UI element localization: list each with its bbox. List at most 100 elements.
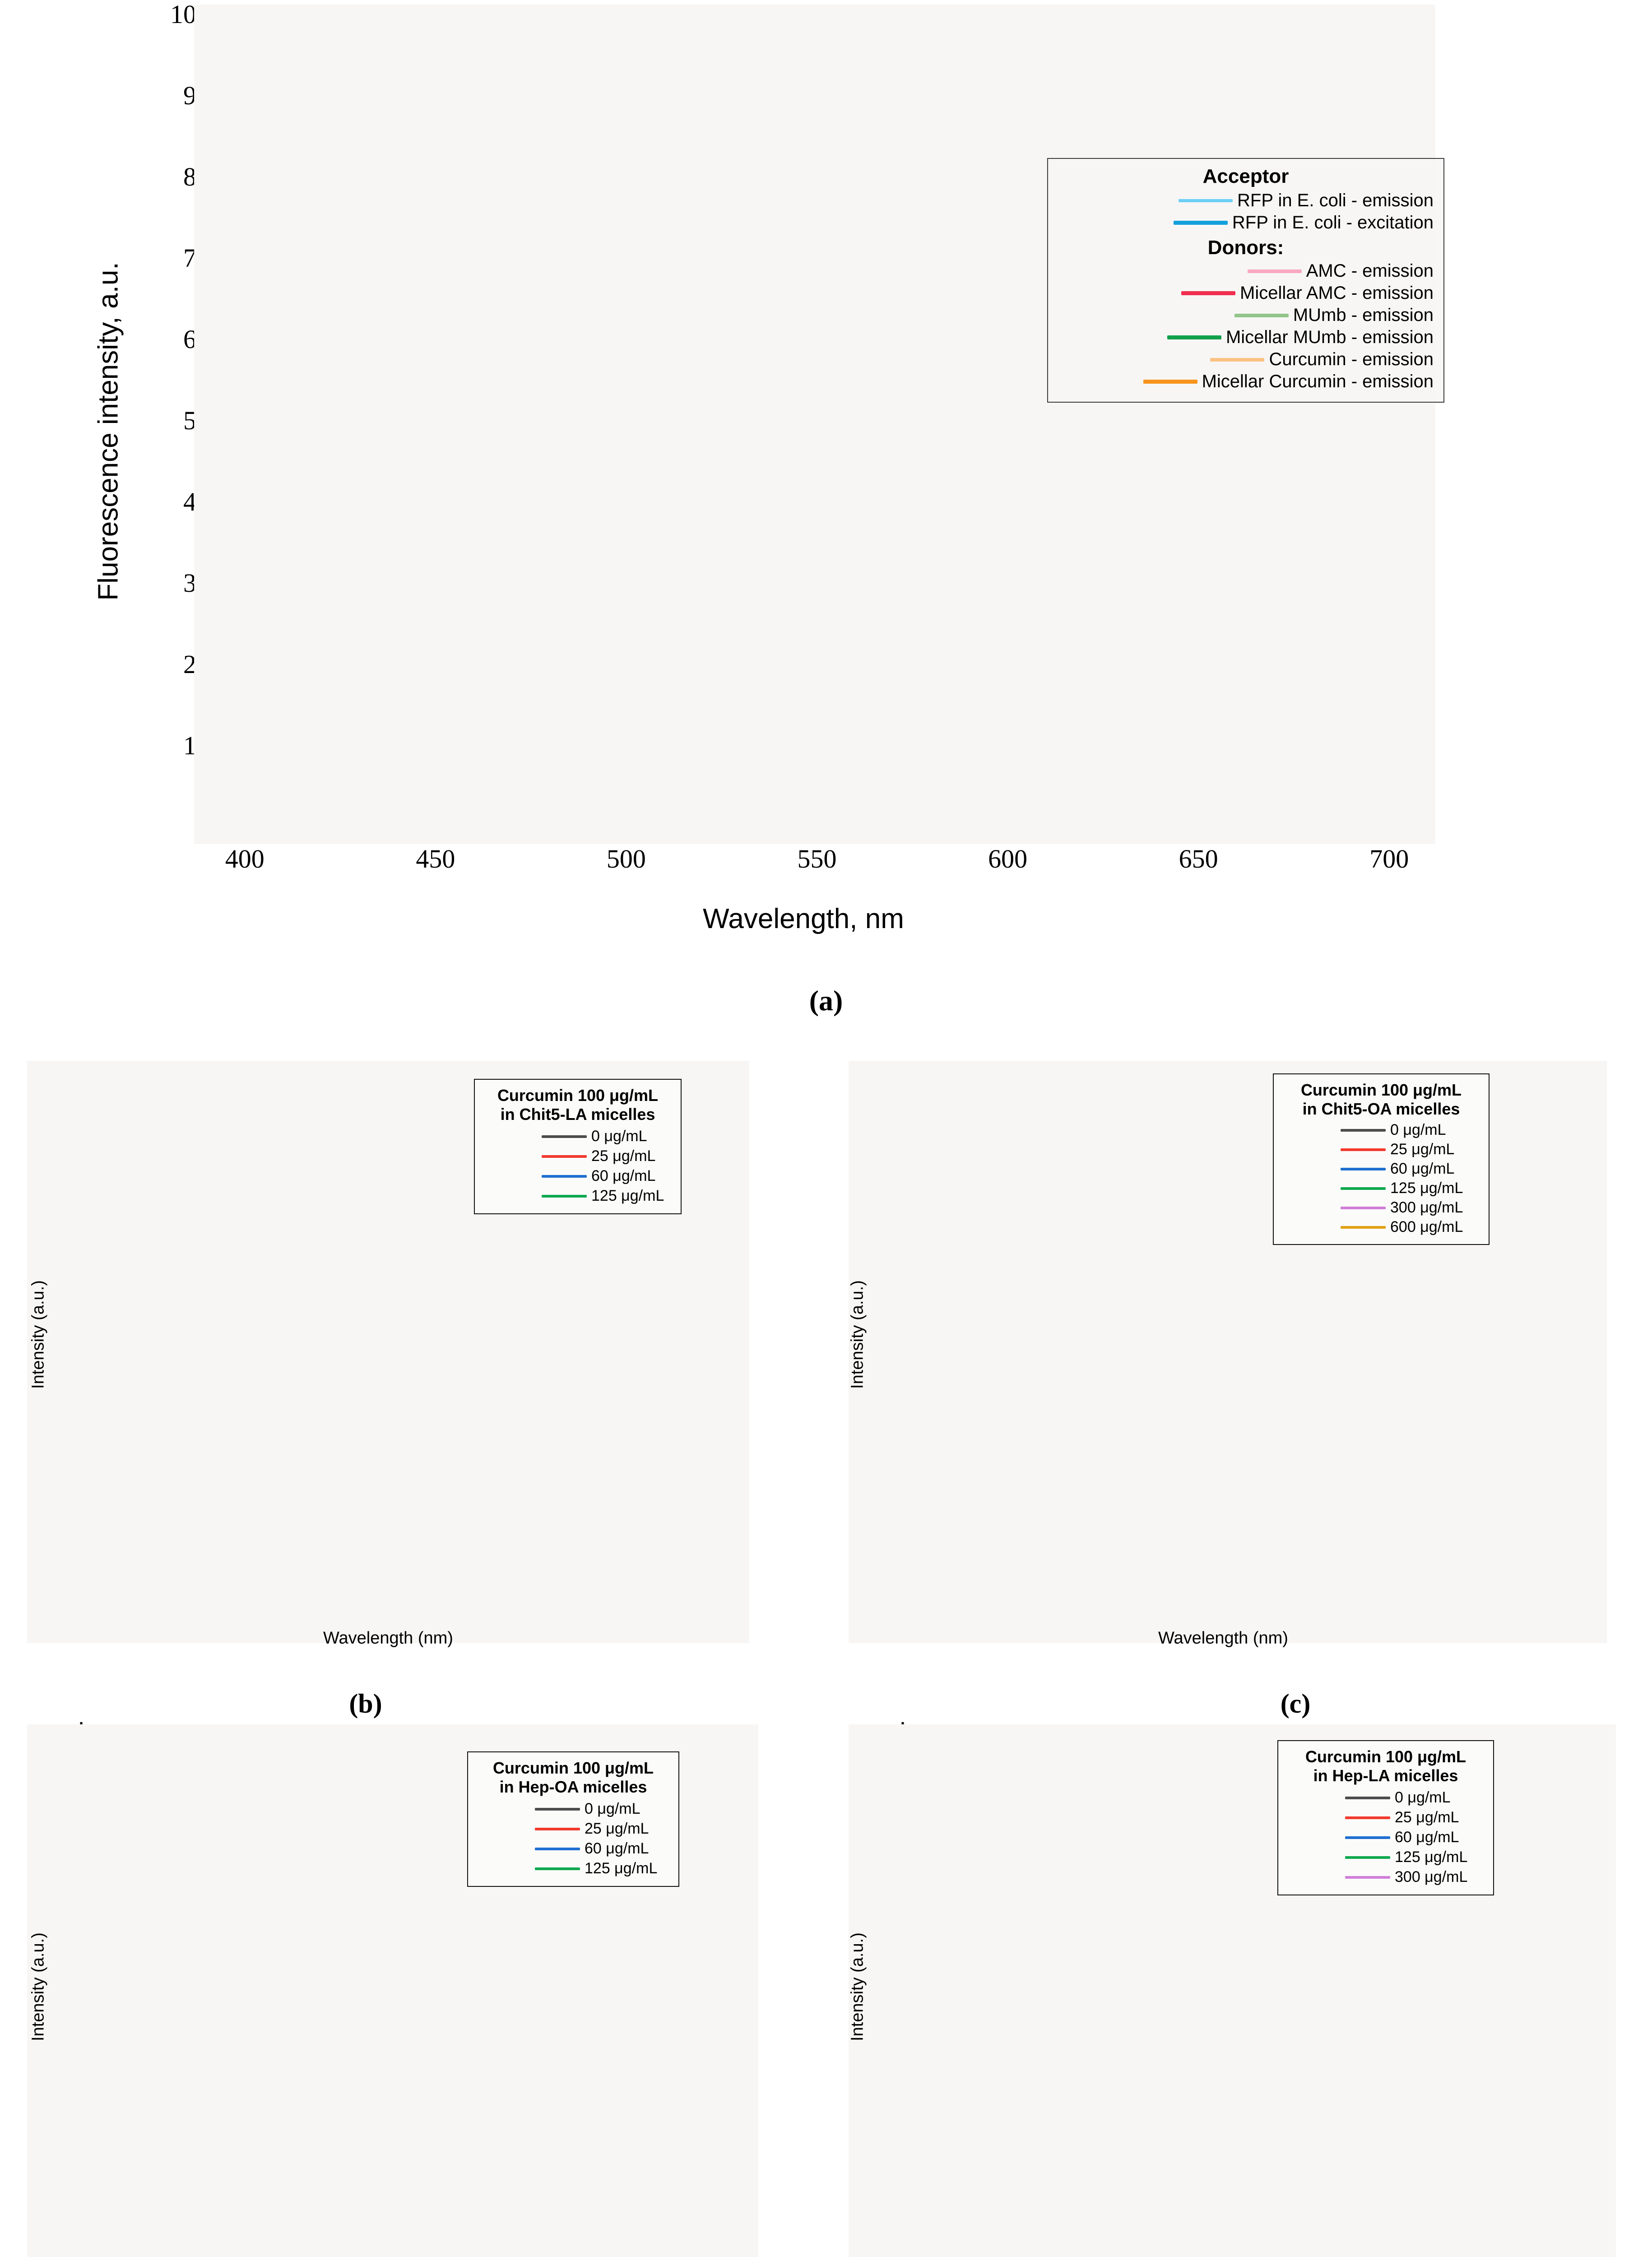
legend-label-mumb-emission: MUmb - emission (1293, 305, 1434, 325)
legend-item-d-125: 125 μg/mL (476, 1860, 670, 1877)
panel-b-legend-title-line1: Curcumin 100 μg/mL (497, 1086, 659, 1105)
legend-swatch-b-60 (542, 1175, 587, 1178)
legend-label-b-60: 60 μg/mL (591, 1167, 656, 1184)
panel-e-legend-title-line2: in Hep-LA micelles (1313, 1766, 1458, 1785)
legend-item-micellar-curcumin-emission: Micellar Curcumin - emission (1058, 372, 1434, 392)
legend-swatch-e-25 (1345, 1816, 1390, 1819)
legend-label-micellar-mumb-emission: Micellar MUmb - emission (1225, 327, 1434, 347)
legend-label-c-0: 0 μg/mL (1390, 1121, 1446, 1138)
legend-label-e-0: 0 μg/mL (1395, 1789, 1451, 1806)
legend-swatch-e-125 (1345, 1856, 1390, 1859)
legend-swatch-d-125 (535, 1867, 580, 1870)
panel-c: 4504755005255505756006256500255075100125… (817, 1052, 1652, 1684)
legend-swatch-curcumin-emission (1210, 358, 1265, 362)
legend-swatch-rfp-emission (1179, 199, 1233, 202)
panel-caption-b: (b) (349, 1689, 382, 1718)
legend-swatch-d-0 (535, 1807, 580, 1811)
panel-e-plot-background (849, 1724, 1616, 2257)
panel-e-legend-title-line1: Curcumin 100 μg/mL (1305, 1747, 1466, 1766)
legend-item-e-60: 60 μg/mL (1286, 1829, 1485, 1846)
legend-item-d-0: 0 μg/mL (476, 1800, 670, 1818)
legend-label-c-60: 60 μg/mL (1390, 1160, 1455, 1177)
legend-swatch-e-60 (1345, 1836, 1390, 1839)
legend-item-c-300: 300 μg/mL (1282, 1199, 1480, 1217)
legend-swatch-e-0 (1345, 1796, 1390, 1799)
panel-b-legend: Curcumin 100 μg/mL in Chit5-LA micelles … (474, 1079, 682, 1214)
legend-swatch-c-0 (1341, 1128, 1386, 1132)
legend-swatch-c-60 (1341, 1167, 1386, 1170)
legend-item-c-25: 25 μg/mL (1282, 1141, 1480, 1158)
legend-swatch-micellar-mumb-emission (1167, 335, 1221, 339)
panel-a-plot-background (194, 5, 1435, 844)
legend-label-rfp-excitation: RFP in E. coli - excitation (1232, 213, 1434, 232)
legend-label-d-0: 0 μg/mL (585, 1800, 640, 1817)
legend-swatch-d-60 (535, 1847, 580, 1850)
legend-label-e-60: 60 μg/mL (1395, 1829, 1459, 1846)
legend-item-b-0: 0 μg/mL (483, 1128, 673, 1145)
panel-c-ylabel: Intensity (a.u.) (848, 1280, 867, 1389)
legend-swatch-amc-emission (1247, 269, 1302, 273)
legend-swatch-b-25 (542, 1155, 587, 1158)
legend-item-e-0: 0 μg/mL (1286, 1789, 1485, 1807)
legend-item-c-125: 125 μg/mL (1282, 1180, 1480, 1197)
legend-swatch-c-300 (1341, 1206, 1386, 1209)
legend-label-rfp-emission: RFP in E. coli - emission (1237, 190, 1434, 210)
legend-item-rfp-excitation: RFP in E. coli - excitation (1058, 213, 1434, 233)
legend-label-b-25: 25 μg/mL (591, 1147, 656, 1165)
panel-e-ylabel: Intensity (a.u.) (848, 1932, 867, 2041)
legend-swatch-micellar-curcumin-emission (1143, 380, 1197, 384)
legend-label-b-125: 125 μg/mL (591, 1187, 664, 1204)
legend-item-d-60: 60 μg/mL (476, 1840, 670, 1858)
legend-swatch-b-0 (542, 1135, 587, 1138)
svg-text:600: 600 (988, 844, 1027, 873)
legend-item-e-125: 125 μg/mL (1286, 1848, 1485, 1866)
legend-label-c-300: 300 μg/mL (1390, 1199, 1463, 1216)
legend-item-c-0: 0 μg/mL (1282, 1121, 1480, 1139)
panel-c-legend-title-line1: Curcumin 100 μg/mL (1300, 1081, 1462, 1099)
legend-swatch-c-125 (1341, 1187, 1386, 1190)
legend-label-b-0: 0 μg/mL (591, 1128, 647, 1145)
legend-item-micellar-amc-emission: Micellar AMC - emission (1058, 283, 1434, 303)
legend-swatch-c-25 (1341, 1148, 1386, 1151)
legend-label-c-125: 125 μg/mL (1390, 1180, 1463, 1197)
svg-text:650: 650 (1179, 844, 1218, 873)
legend-swatch-c-600 (1341, 1226, 1386, 1229)
panel-a-legend-title-acceptor: Acceptor (1202, 165, 1289, 187)
legend-label-c-25: 25 μg/mL (1390, 1141, 1455, 1158)
panel-c-legend: Curcumin 100 μg/mL in Chit5-OA micelles … (1273, 1073, 1490, 1245)
panel-c-plot-background (849, 1061, 1607, 1643)
legend-label-curcumin-emission: Curcumin - emission (1269, 349, 1434, 369)
panel-d-legend-title-line1: Curcumin 100 μg/mL (492, 1759, 654, 1777)
legend-item-micellar-mumb-emission: Micellar MUmb - emission (1058, 327, 1434, 348)
legend-label-e-300: 300 μg/mL (1395, 1868, 1468, 1885)
svg-text:700: 700 (1369, 844, 1409, 873)
panel-a-ylabel: Fluorescence intensity, a.u. (93, 262, 124, 601)
legend-item-d-25: 25 μg/mL (476, 1820, 670, 1838)
legend-label-e-125: 125 μg/mL (1395, 1848, 1468, 1866)
legend-swatch-e-300 (1345, 1876, 1390, 1879)
legend-swatch-b-125 (542, 1194, 587, 1198)
legend-label-e-25: 25 μg/mL (1395, 1809, 1459, 1826)
legend-item-rfp-emission: RFP in E. coli - emission (1058, 190, 1434, 211)
legend-label-d-60: 60 μg/mL (585, 1840, 649, 1857)
panel-d-ylabel: Intensity (a.u.) (28, 1932, 48, 2041)
legend-item-b-125: 125 μg/mL (483, 1187, 673, 1205)
legend-swatch-rfp-excitation (1173, 221, 1228, 225)
legend-item-e-25: 25 μg/mL (1286, 1809, 1485, 1826)
legend-item-e-300: 300 μg/mL (1286, 1868, 1485, 1886)
panel-c-xlabel: Wavelength (nm) (1158, 1629, 1288, 1648)
panel-a-legend-title-donors: Donors: (1207, 237, 1284, 259)
panel-a-xlabel: Wavelength, nm (703, 903, 904, 934)
panel-e-legend: Curcumin 100 μg/mL in Hep-LA micelles 0 … (1277, 1740, 1494, 1895)
panel-a-legend: Acceptor RFP in E. coli - emission RFP i… (1047, 158, 1444, 403)
svg-text:400: 400 (225, 844, 265, 873)
legend-swatch-micellar-amc-emission (1181, 291, 1236, 295)
svg-text:450: 450 (416, 844, 455, 873)
svg-text:500: 500 (607, 844, 646, 873)
legend-item-c-60: 60 μg/mL (1282, 1160, 1480, 1178)
legend-label-d-25: 25 μg/mL (585, 1820, 649, 1837)
panel-c-legend-title-line2: in Chit5-OA micelles (1302, 1100, 1460, 1118)
panel-caption-c: (c) (1280, 1689, 1311, 1718)
panel-d-legend: Curcumin 100 μg/mL in Hep-OA micelles 0 … (467, 1751, 679, 1887)
